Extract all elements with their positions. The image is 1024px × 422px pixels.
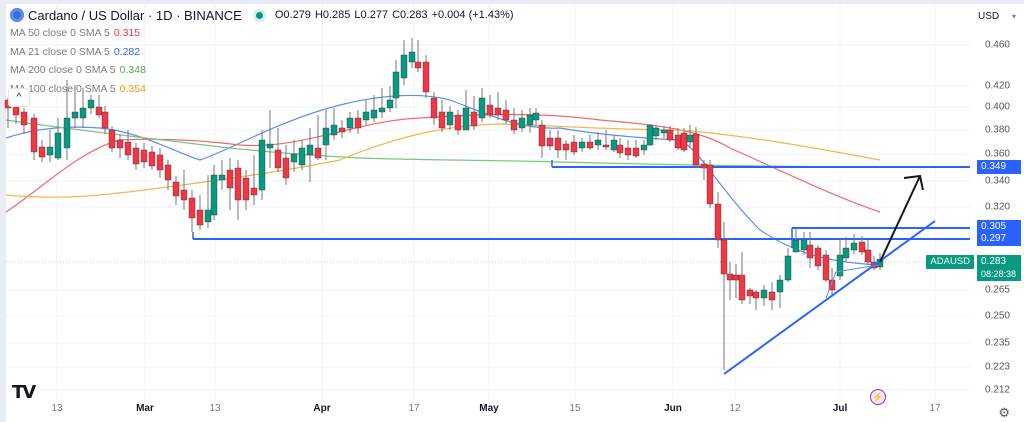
time-tick: Jun <box>664 403 682 414</box>
last-price-value: 0.283 <box>981 256 1007 267</box>
price-level-badge: 0.305 <box>977 220 1021 234</box>
indicator-label: MA 50 close 0 SMA 5 <box>10 27 110 39</box>
time-tick: 15 <box>569 403 581 414</box>
settings-gear-icon[interactable]: ⚙ <box>998 405 1010 420</box>
tradingview-logo-icon[interactable]: TV <box>12 382 36 403</box>
drawings <box>723 174 936 375</box>
price-tick: 0.360 <box>984 148 1010 160</box>
price-tick: 0.212 <box>984 384 1010 396</box>
indicator-label: MA 21 close 0 SMA 5 <box>10 45 110 58</box>
indicator-ma100[interactable]: MA 100 close 0 SMA 5 0.354 <box>10 80 514 99</box>
price-tick: 0.320 <box>984 201 1010 213</box>
price-chart-canvas[interactable] <box>0 0 970 400</box>
price-tick: 0.250 <box>984 310 1010 322</box>
time-tick: Apr <box>313 403 331 414</box>
price-tick: 0.235 <box>984 337 1010 349</box>
price-tick: 0.420 <box>984 80 1010 92</box>
last-price-badge: 0.283 08:28:38 <box>977 255 1021 281</box>
change-value: +0.004 (+1.43%) <box>431 9 514 21</box>
indicator-value: 0.348 <box>119 64 146 76</box>
indicator-label: MA 200 close 0 SMA 5 <box>10 64 116 76</box>
price-tick: 0.223 <box>984 361 1010 373</box>
indicator-label: MA 100 close 0 SMA 5 <box>10 82 116 95</box>
time-tick: 17 <box>929 403 941 414</box>
time-tick: 17 <box>408 403 420 414</box>
collapse-legend-button[interactable]: ^ <box>8 88 30 107</box>
flash-event-icon[interactable]: ⚡ <box>870 389 886 405</box>
chevron-down-icon: ▾ <box>1011 11 1016 21</box>
market-open-status-icon <box>255 11 263 19</box>
horizontal-levels <box>192 160 970 248</box>
time-tick: 13 <box>51 403 63 414</box>
time-tick: Jul <box>832 403 848 414</box>
ohlc-values: O0.279 H0.285 L0.277 C0.283 +0.004 (+1.4… <box>275 9 514 21</box>
symbol-title: Cardano / US Dollar · 1D · BINANCE <box>28 7 242 23</box>
bar-countdown: 08:28:38 <box>981 269 1017 279</box>
currency-select[interactable]: USD ▾ <box>974 6 1020 26</box>
grid-lines <box>6 4 970 400</box>
time-tick: May <box>479 403 499 414</box>
candlesticks <box>4 38 884 370</box>
indicator-ma21[interactable]: MA 21 close 0 SMA 5 0.282 <box>10 43 514 62</box>
open-value: O0.279 <box>274 9 311 21</box>
symbol-price-label: ADAUSD <box>926 255 974 269</box>
high-value: H0.285 <box>314 9 351 21</box>
time-tick: 12 <box>729 403 741 414</box>
currency-value: USD <box>978 10 1000 22</box>
price-tick: 0.265 <box>984 284 1010 296</box>
chart-legend: Cardano / US Dollar · 1D · BINANCE O0.27… <box>10 6 514 98</box>
time-tick: Mar <box>136 403 154 414</box>
indicator-value: 0.315 <box>113 27 141 39</box>
time-axis[interactable]: 13 Mar 13 Apr 17 May 15 Jun 12 Jul 17 <box>0 403 980 421</box>
low-value: L0.277 <box>354 9 389 21</box>
indicator-ma200[interactable]: MA 200 close 0 SMA 5 0.348 <box>10 61 514 80</box>
indicator-value: 0.354 <box>119 82 146 95</box>
price-tick: 0.400 <box>984 101 1010 113</box>
indicator-value: 0.282 <box>113 45 141 58</box>
price-tick: 0.380 <box>984 124 1010 136</box>
indicator-ma50[interactable]: MA 50 close 0 SMA 5 0.315 <box>10 24 514 43</box>
price-tick: 0.340 <box>984 175 1010 187</box>
price-level-badge: 0.297 <box>977 232 1021 246</box>
close-value: C0.283 <box>392 9 428 21</box>
price-level-badge: 0.349 <box>977 160 1021 174</box>
cardano-logo-icon <box>10 8 24 22</box>
price-tick: 0.460 <box>984 39 1010 51</box>
time-tick: 13 <box>209 403 221 414</box>
price-axis[interactable]: USD ▾ 0.460 0.420 0.400 0.380 0.360 0.340 0.32… <box>972 0 1024 422</box>
symbol-title-row[interactable]: Cardano / US Dollar · 1D · BINANCE O0.27… <box>10 6 514 24</box>
